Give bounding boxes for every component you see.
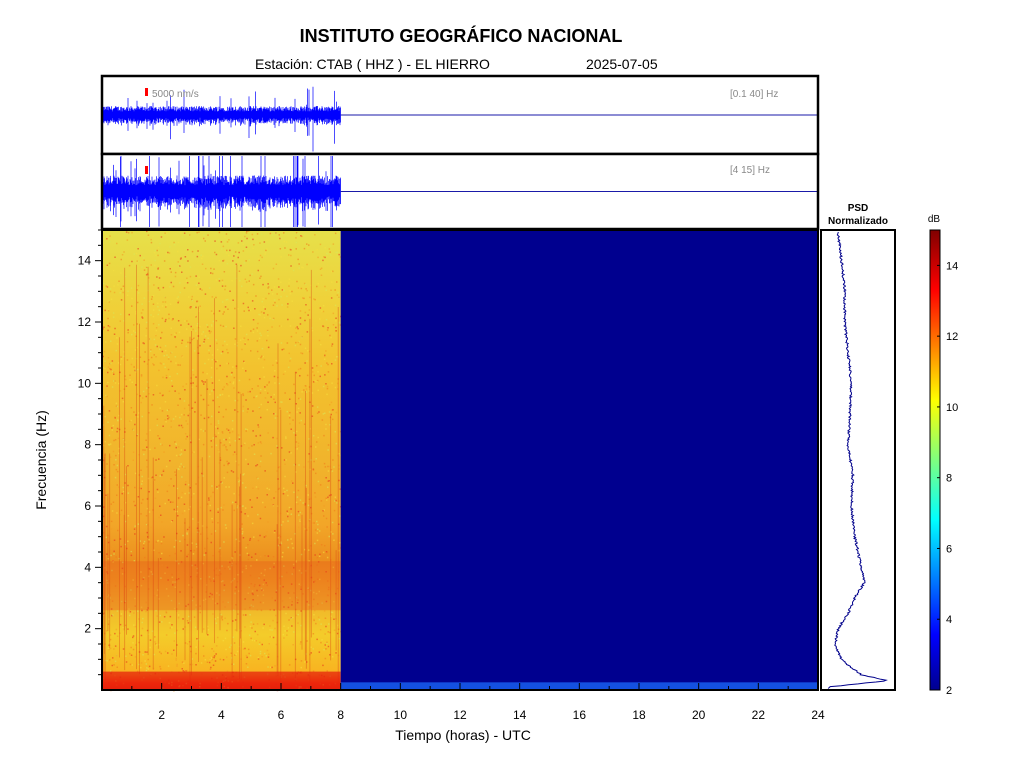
y-tick-label: 2 [84,622,91,636]
x-tick-label: 18 [632,708,646,722]
y-axis-label: Frecuencia (Hz) [33,410,49,510]
band-label: [4 15] Hz [730,165,770,176]
colorbar [929,229,941,691]
x-tick-label: 16 [573,708,587,722]
colorbar-tick-label: 6 [946,543,952,555]
x-tick-label: 22 [752,708,766,722]
spectrogram-panel [101,229,819,692]
y-axis [95,229,102,676]
y-tick-label: 4 [84,560,91,574]
x-tick-label: 24 [811,708,825,722]
psd-title-line2: Normalizado [828,216,888,227]
spectrogram-transients [103,264,339,690]
psd-panel [820,229,896,691]
chart-title: INSTITUTO GEOGRÁFICO NACIONAL [299,26,623,46]
x-tick-label: 8 [337,708,344,722]
colorbar-label: dB [928,214,941,225]
scale-bar [145,166,148,174]
psd-title-line1: PSD [848,203,869,214]
colorbar-tick-label: 2 [946,685,952,697]
colorbar-tick-label: 10 [946,402,958,414]
colorbar-tick-label: 14 [946,260,958,272]
colorbar-gradient [929,229,941,691]
x-tick-label: 12 [453,708,467,722]
scale-label: 5000 nm/s [152,89,199,100]
y-tick-label: 10 [78,376,92,390]
band-label: [0.1 40] Hz [730,89,778,100]
y-tick-label: 12 [78,315,92,329]
x-tick-label: 2 [158,708,165,722]
x-tick-label: 14 [513,708,527,722]
psd-frame [820,229,896,691]
y-tick-label: 8 [84,438,91,452]
x-tick-label: 10 [394,708,408,722]
x-axis-label: Tiempo (horas) - UTC [395,727,531,743]
x-axis [131,683,819,690]
colorbar-tick-label: 4 [946,614,952,626]
x-tick-label: 6 [278,708,285,722]
spectrogram-empty-region [340,230,818,690]
spectrogram-data-region [102,230,341,690]
seismogram-panel-1 [100,74,820,156]
seismogram-panel-2 [100,152,820,231]
station-label: Estación: CTAB ( HHZ ) - EL HIERRO [255,56,490,72]
x-tick-label: 20 [692,708,706,722]
x-tick-label: 4 [218,708,225,722]
colorbar-tick-label: 8 [946,473,952,485]
energy-band-3hz [102,561,341,611]
psd-line [827,231,888,689]
scale-bar [145,88,148,96]
spectrogram-speckle [102,230,342,691]
y-tick-label: 14 [78,254,92,268]
y-tick-label: 6 [84,499,91,513]
colorbar-tick-label: 12 [946,331,958,343]
date-label: 2025-07-05 [586,56,658,72]
